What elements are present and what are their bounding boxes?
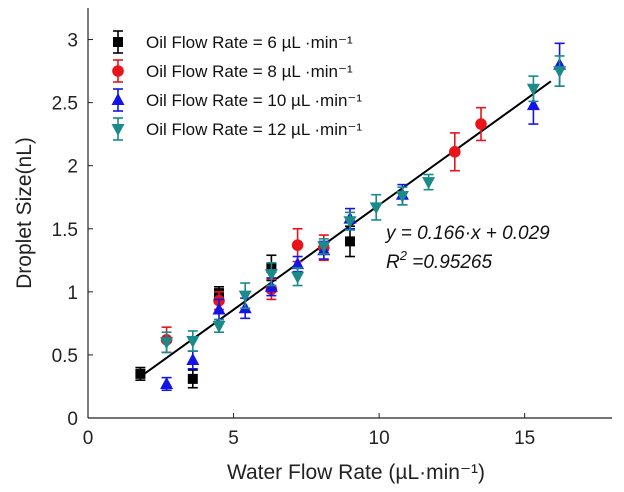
data-point	[187, 373, 198, 384]
r-squared-symbol: R	[386, 252, 400, 273]
data-point	[135, 368, 146, 379]
r-squared-exponent: 2	[399, 248, 408, 263]
data-point	[343, 216, 357, 229]
data-point	[422, 177, 436, 190]
data-point	[238, 290, 252, 303]
legend-marker	[111, 124, 125, 136]
x-tick-label: 10	[369, 428, 390, 449]
plot-area	[135, 42, 567, 392]
legend-item: Oil Flow Rate = 6 µL ·min⁻¹	[113, 30, 353, 54]
data-point	[553, 66, 567, 79]
data-point	[212, 320, 226, 333]
data-point	[526, 83, 540, 96]
data-point	[160, 376, 174, 389]
axes: 0 5 10 15 0 0.5 1 1.5 2 2.5 3 Water Flow Rate (µL·m…	[13, 8, 612, 484]
legend-label: Oil Flow Rate = 8 µL ·min⁻¹	[146, 62, 353, 81]
legend-item: Oil Flow Rate = 8 µL ·min⁻¹	[112, 59, 353, 83]
legend-label: Oil Flow Rate = 10 µL ·min⁻¹	[146, 91, 362, 110]
y-tick-label: 2.5	[52, 94, 78, 115]
legend-label: Oil Flow Rate = 6 µL ·min⁻¹	[146, 33, 353, 52]
data-point	[475, 118, 487, 130]
legend-marker	[112, 65, 124, 77]
data-point	[291, 257, 305, 270]
x-tick-label: 5	[228, 428, 239, 449]
x-tick-label: 15	[514, 428, 535, 449]
data-point	[264, 269, 278, 282]
y-axis-label: Droplet Size(nL)	[13, 137, 36, 289]
legend: Oil Flow Rate = 6 µL ·min⁻¹ Oil Flow Rate…	[111, 30, 362, 141]
legend-marker	[111, 93, 125, 105]
data-point	[395, 190, 409, 203]
data-point	[291, 239, 304, 251]
legend-item: Oil Flow Rate = 10 µL ·min⁻¹	[111, 88, 362, 112]
data-series	[160, 55, 567, 354]
legend-marker	[113, 37, 123, 47]
data-point	[369, 202, 383, 215]
fit-equation: y = 0.166·x + 0.029	[384, 223, 550, 244]
x-tick-label: 0	[83, 428, 94, 449]
data-point	[317, 241, 331, 254]
data-point	[186, 336, 200, 349]
legend-item: Oil Flow Rate = 12 µL ·min⁻¹	[111, 117, 362, 141]
y-tick-label: 3	[67, 31, 78, 52]
fit-annotation: y = 0.166·x + 0.029 R2 =0.95265	[384, 223, 550, 273]
data-point	[449, 146, 461, 158]
y-tick-label: 1	[67, 283, 78, 304]
r-squared-value: =0.95265	[407, 252, 492, 273]
legend-label: Oil Flow Rate = 12 µL ·min⁻¹	[146, 120, 362, 139]
y-tick-label: 2	[67, 157, 78, 178]
data-point	[212, 302, 226, 315]
data-point	[526, 98, 540, 111]
y-tick-label: 0	[67, 409, 78, 430]
data-point	[186, 352, 200, 365]
y-tick-label: 0.5	[52, 346, 78, 367]
data-point	[160, 337, 174, 350]
y-tick-label: 1.5	[52, 220, 78, 241]
x-axis-label: Water Flow Rate (µL·min⁻¹)	[227, 461, 485, 484]
data-point	[345, 236, 355, 247]
data-point	[291, 271, 305, 284]
r-squared-label: R2 =0.95265	[386, 248, 492, 273]
